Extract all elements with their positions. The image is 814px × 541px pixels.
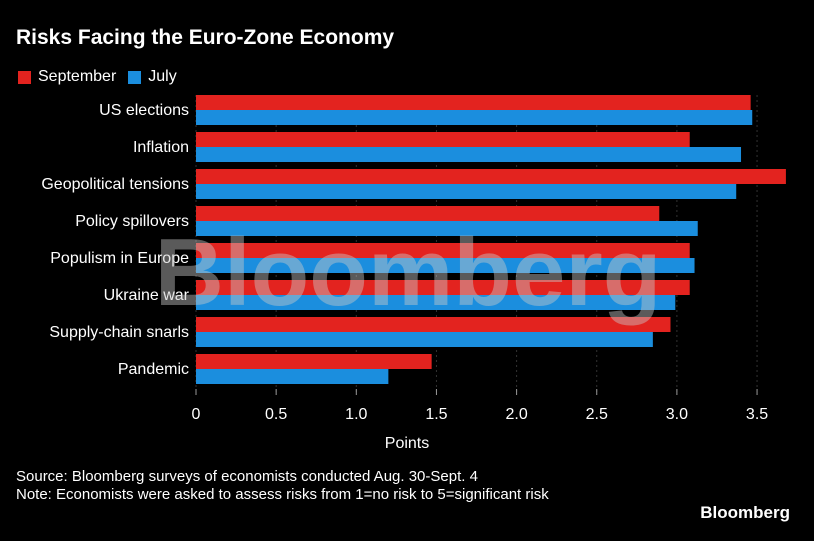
x-tick-label: 1.5 [425, 406, 447, 423]
x-axis-label: Points [385, 435, 429, 452]
category-label: Geopolitical tensions [41, 176, 189, 193]
note-text: Note: Economists were asked to assess ri… [16, 486, 549, 503]
bar-july [196, 332, 653, 347]
x-tick-label: 2.5 [586, 406, 608, 423]
bar-september [196, 95, 751, 110]
legend-swatch-september [18, 70, 31, 84]
category-label: Inflation [133, 139, 189, 156]
chart-title: Risks Facing the Euro-Zone Economy [16, 26, 395, 49]
category-label: Ukraine war [104, 287, 190, 304]
category-label: Policy spillovers [75, 213, 189, 230]
category-label: Populism in Europe [50, 250, 189, 267]
x-tick-label: 0.5 [265, 406, 287, 423]
x-tick-label: 3.5 [746, 406, 768, 423]
bar-july [196, 295, 676, 310]
bar-july [196, 221, 698, 236]
legend-swatch-july [128, 70, 142, 84]
bar-july [196, 369, 389, 384]
bar-september [196, 206, 660, 221]
legend-label-september: September [38, 68, 117, 85]
legend-item-july: July [128, 68, 177, 86]
bar-july [196, 147, 742, 162]
x-tick-label: 1.0 [345, 406, 367, 423]
x-tick-label: 2.0 [505, 406, 527, 423]
watermark: Bloomberg [155, 219, 662, 326]
bar-september [196, 169, 786, 184]
category-label: Pandemic [118, 361, 189, 378]
x-tick-label: 3.0 [666, 406, 688, 423]
bar-september [196, 243, 690, 258]
legend: September July [18, 68, 189, 86]
bar-july [196, 110, 753, 125]
footnote: Source: Bloomberg surveys of economists … [16, 468, 636, 504]
bar-september [196, 317, 671, 332]
legend-item-september: September [18, 68, 116, 86]
bar-july [196, 258, 695, 273]
x-tick-label: 0 [192, 406, 201, 423]
legend-label-july: July [148, 68, 177, 85]
brand-logo: Bloomberg [700, 503, 790, 522]
bar-july [196, 184, 737, 199]
category-label: Supply-chain snarls [49, 324, 189, 341]
source-text: Source: Bloomberg surveys of economists … [16, 468, 478, 485]
category-label: US elections [99, 102, 189, 119]
bar-september [196, 132, 690, 147]
bar-september [196, 280, 690, 295]
bar-september [196, 354, 432, 369]
